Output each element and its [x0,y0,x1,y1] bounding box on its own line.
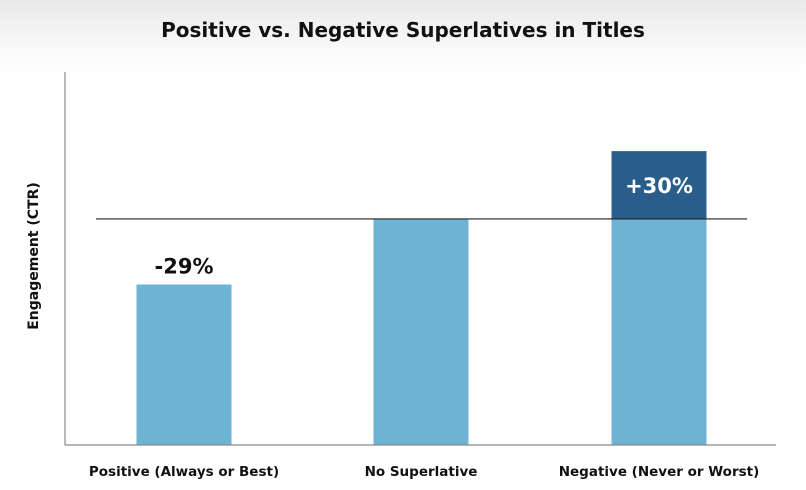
data-label-0: -29% [155,254,214,278]
x-tick-label-0: Positive (Always or Best) [89,464,279,480]
bars-layer [136,151,707,445]
bar-1 [373,218,469,445]
x-tick-label-2: Negative (Never or Worst) [559,464,760,480]
bar-2 [611,218,707,445]
chart-title: Positive vs. Negative Superlatives in Ti… [161,18,645,42]
x-tick-label-1: No Superlative [365,464,478,480]
labels-layer: Positive (Always or Best) -29% No Superlat… [89,174,759,480]
data-label-2: +30% [625,174,693,198]
bar-2-increase [611,151,707,219]
bar-0 [136,284,232,445]
title-band [0,0,806,72]
